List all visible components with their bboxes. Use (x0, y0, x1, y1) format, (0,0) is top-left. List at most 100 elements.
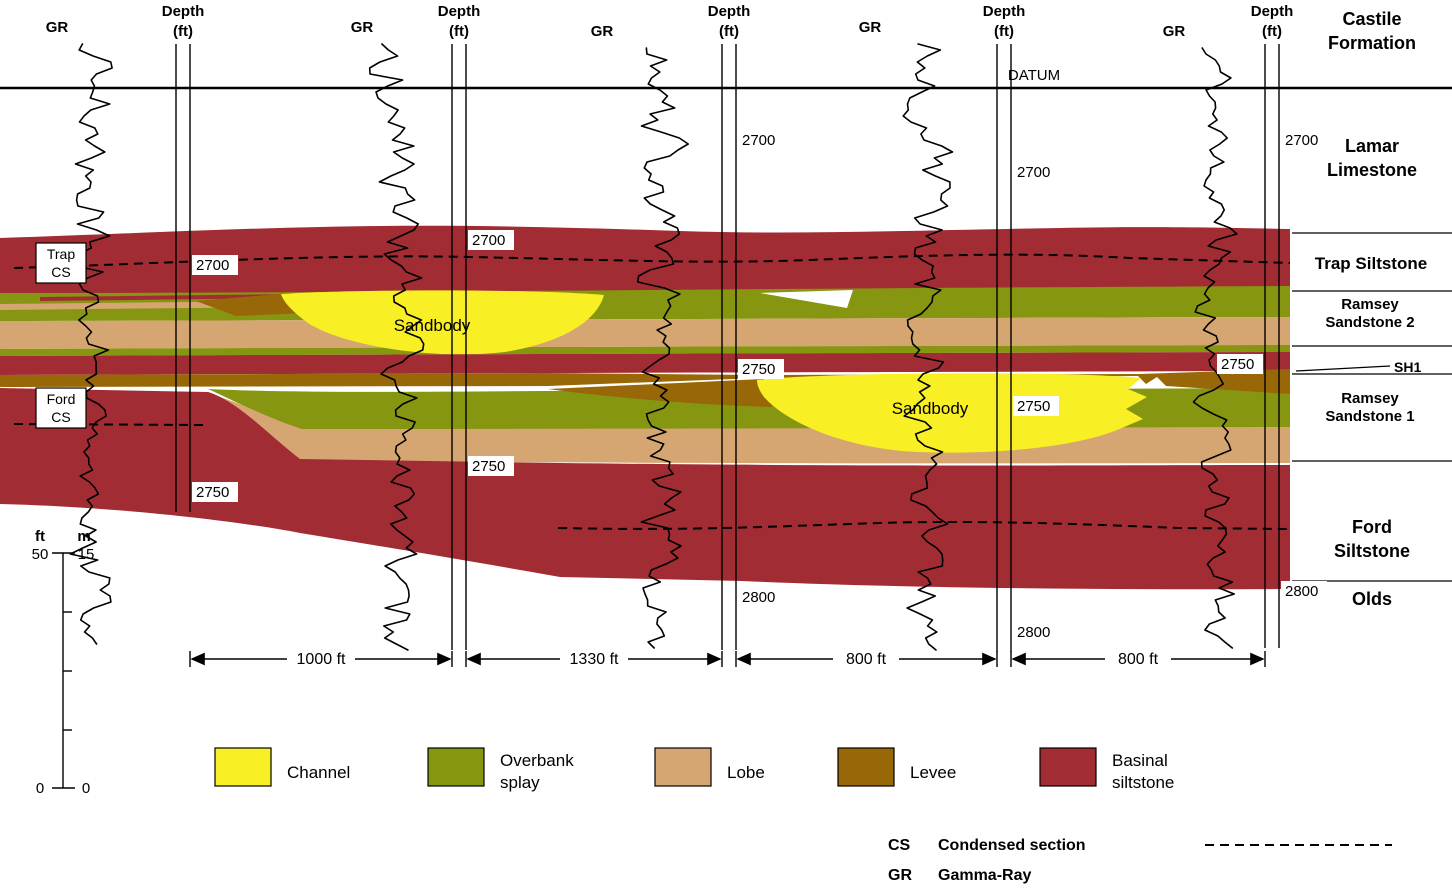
distance-2: 1330 ft (465, 648, 723, 669)
ramsey2-overbank-thin-layer (0, 345, 1290, 356)
abbreviation-key: CS Condensed section GR Gamma-Ray (888, 837, 1392, 884)
depth-unit: (ft) (994, 23, 1014, 40)
scale-top-ft: 50 (32, 546, 49, 563)
depth-mark: 2750 (196, 484, 229, 501)
formation-ramsey1-2: Sandstone 1 (1325, 408, 1414, 425)
gr-logs: GR GR GR GR GR (46, 19, 1238, 651)
depth-mark: 2800 (1285, 583, 1318, 600)
depth-mark: 2700 (1285, 132, 1318, 149)
basinal-swatch (1039, 747, 1097, 787)
sh1-basinal-layer (0, 352, 1290, 375)
formation-olds: Olds (1352, 589, 1392, 609)
formation-boundary-ticks (1292, 232, 1452, 582)
gr-curve-1 (69, 43, 113, 645)
legend-basinal-label-2: siltstone (1112, 773, 1174, 792)
overbank-swatch (427, 747, 485, 787)
gr-curve-3 (636, 47, 689, 649)
abbr-gr-meaning: Gamma-Ray (938, 867, 1031, 884)
legend-item-channel: Channel (214, 747, 350, 787)
ramsey2-lobe-layer (0, 317, 1290, 349)
lobe-swatch (654, 747, 712, 787)
legend-item-lobe: Lobe (654, 747, 765, 787)
depth-title: Depth (1251, 3, 1294, 20)
scale-bar: ft m 50 15 0 0 (32, 528, 95, 797)
legend-overbank-label-2: splay (500, 773, 540, 792)
depth-mark: 2700 (196, 257, 229, 274)
trap-cs-marker: Trap CS (35, 242, 87, 284)
scale-unit-m: m (77, 528, 90, 545)
formation-sh1: SH1 (1394, 359, 1421, 375)
distance-arrows: 1000 ft 1330 ft 800 ft 800 ft (189, 648, 1266, 669)
abbr-gr: GR (888, 867, 912, 884)
ford-siltstone-layer (0, 388, 1290, 590)
gr-curve-5 (1192, 47, 1238, 649)
sandbody-1-label: Sandbody (394, 316, 471, 335)
sandbody-1 (281, 290, 604, 355)
gr-label-2: GR (351, 19, 374, 36)
ford-cs-marker: Ford CS (35, 387, 87, 429)
abbr-cs: CS (888, 837, 911, 854)
depth-unit: (ft) (719, 23, 739, 40)
depth-mark: 2750 (1017, 398, 1050, 415)
legend-levee-label: Levee (910, 763, 956, 782)
gr-curve-4 (902, 43, 954, 651)
depth-unit: (ft) (173, 23, 193, 40)
legend-channel-label: Channel (287, 763, 350, 782)
formation-ford-1: Ford (1352, 517, 1392, 537)
ramsey1-levee-wedge (548, 379, 772, 407)
formation-castile-1: Castile (1342, 9, 1401, 29)
trap-cs-line2: CS (51, 264, 70, 280)
scale-unit-ft: ft (35, 528, 45, 545)
formation-lamar-1: Lamar (1345, 136, 1399, 156)
levee-swatch (837, 747, 895, 787)
depth-title: Depth (438, 3, 481, 20)
legend-item-basinal: Basinal siltstone (1039, 747, 1174, 792)
formation-trap: Trap Siltstone (1315, 254, 1427, 273)
depth-unit: (ft) (449, 23, 469, 40)
depth-title: Depth (162, 3, 205, 20)
legend-lobe-label: Lobe (727, 763, 765, 782)
depth-mark: 2750 (472, 458, 505, 475)
gr-label-5: GR (1163, 23, 1186, 40)
formation-ramsey2-2: Sandstone 2 (1325, 314, 1414, 331)
legend: Channel Overbank splay Lobe Levee Basina… (214, 747, 1174, 792)
legend-overbank-label-1: Overbank (500, 751, 574, 770)
channel-swatch (214, 747, 272, 787)
ford-cs-line-right (557, 520, 1291, 530)
sandbody-2 (757, 373, 1147, 453)
ramsey2-basinal-stringer (40, 294, 292, 301)
scale-bottom-ft: 0 (36, 780, 44, 797)
distance-1: 1000 ft (189, 648, 453, 669)
depth-mark: 2750 (742, 361, 775, 378)
legend-basinal-label-1: Basinal (1112, 751, 1168, 770)
formation-ford-2: Siltstone (1334, 541, 1410, 561)
depth-unit: (ft) (1262, 23, 1282, 40)
depth-mark: 2800 (1017, 624, 1050, 641)
formation-lamar-2: Limestone (1327, 160, 1417, 180)
trap-cs-line1: Trap (47, 246, 75, 262)
depth-mark: 2700 (742, 132, 775, 149)
formation-labels: Castile Formation Lamar Limestone Trap S… (1315, 9, 1427, 609)
distance-2-label: 1330 ft (570, 651, 619, 668)
abbr-cs-meaning: Condensed section (938, 837, 1086, 854)
depth-track-3: Depth (ft) 2700 2750 2800 (708, 3, 784, 650)
distance-3-label: 800 ft (846, 651, 887, 668)
depth-mark: 2750 (1221, 356, 1254, 373)
datum-label: DATUM (1008, 67, 1060, 84)
formation-ramsey2-1: Ramsey (1341, 296, 1399, 313)
sandbody-2-label: Sandbody (892, 399, 969, 418)
depth-mark: 2700 (472, 232, 505, 249)
depth-track-1: Depth (ft) 2700 2750 (162, 3, 238, 512)
depth-mark: 2800 (742, 589, 775, 606)
geology-layers (0, 225, 1290, 590)
depth-track-4: Depth (ft) 2700 2750 2800 (983, 3, 1059, 652)
depth-track-5: Depth (ft) 2700 2750 2800 (1217, 3, 1327, 648)
sh1-leader-line (1295, 365, 1391, 372)
depth-title: Depth (983, 3, 1026, 20)
gr-label-3: GR (591, 23, 614, 40)
distance-4-label: 800 ft (1118, 651, 1159, 668)
gr-label-1: GR (46, 19, 69, 36)
ramsey2-white-notch (760, 290, 853, 308)
depth-title: Depth (708, 3, 751, 20)
distance-4: 800 ft (1010, 648, 1266, 669)
